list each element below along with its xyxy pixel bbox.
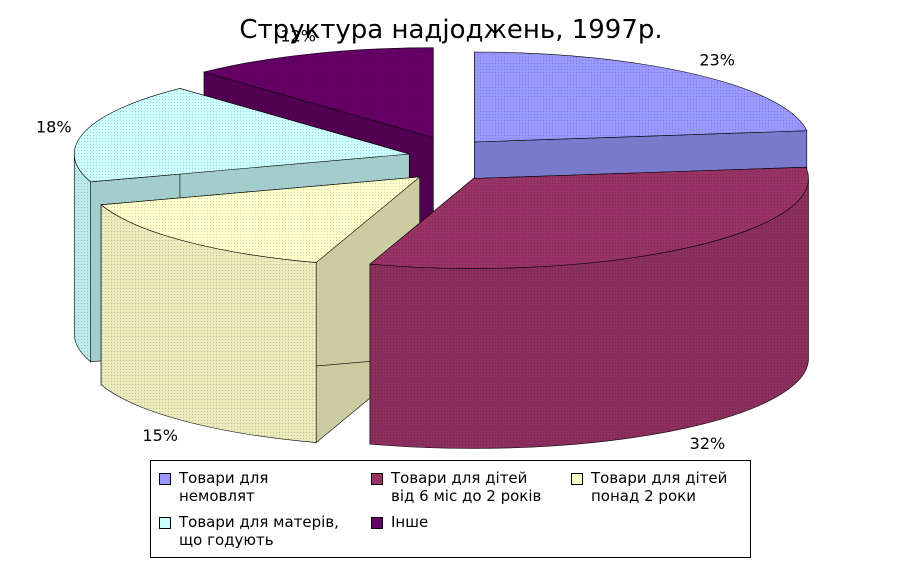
pie-slice-children-over-2y-top-texture xyxy=(101,176,420,263)
legend-label-other: Інше xyxy=(391,513,429,531)
pie-slice-children-6m-2y xyxy=(369,166,809,449)
legend: Товари для немовлят Товари для дітей від… xyxy=(150,460,751,558)
legend-label-infants: Товари для немовлят xyxy=(179,469,269,505)
legend-item-other: Інше xyxy=(371,513,428,531)
data-label-children-6m-2y: 32% xyxy=(690,434,726,453)
chart-title: Структура надjоджень, 1997р. xyxy=(239,15,662,45)
legend-swatch-other xyxy=(371,517,383,529)
legend-item-nursing-mothers: Товари для матерів, що годують xyxy=(159,513,339,549)
legend-swatch-nursing-mothers xyxy=(159,517,171,529)
pie-slice-infants-top-texture xyxy=(474,51,807,142)
legend-label-children-6m-2y: Товари для дітей від 6 міс до 2 років xyxy=(391,469,542,505)
pie-slice-children-over-2y xyxy=(100,176,421,444)
legend-item-children-6m-2y: Товари для дітей від 6 міс до 2 років xyxy=(371,469,541,505)
data-label-nursing-mothers: 18% xyxy=(36,118,72,137)
legend-item-children-over-2y: Товари для дітей понад 2 роки xyxy=(571,469,727,505)
data-label-infants: 23% xyxy=(699,50,735,69)
pie-slice-children-over-2y-side-texture xyxy=(101,204,317,443)
legend-swatch-infants xyxy=(159,473,171,485)
pie-slice-nursing-mothers-top-texture xyxy=(74,88,410,182)
legend-swatch-children-6m-2y xyxy=(371,473,383,485)
legend-swatch-children-over-2y xyxy=(571,473,583,485)
pie-slice-children-6m-2y-top-texture xyxy=(369,167,809,269)
legend-label-nursing-mothers: Товари для матерів, що годують xyxy=(179,513,339,549)
pie-slice-nursing-mothers-side-texture xyxy=(74,154,91,362)
pie-slice-other-top-texture xyxy=(203,47,434,138)
legend-item-infants: Товари для немовлят xyxy=(159,469,268,505)
legend-label-children-over-2y: Товари для дітей понад 2 роки xyxy=(591,469,728,505)
pie-slice-children-6m-2y-side-texture xyxy=(369,178,809,449)
data-label-other: 12% xyxy=(280,26,316,45)
data-label-children-over-2y: 15% xyxy=(142,426,178,445)
